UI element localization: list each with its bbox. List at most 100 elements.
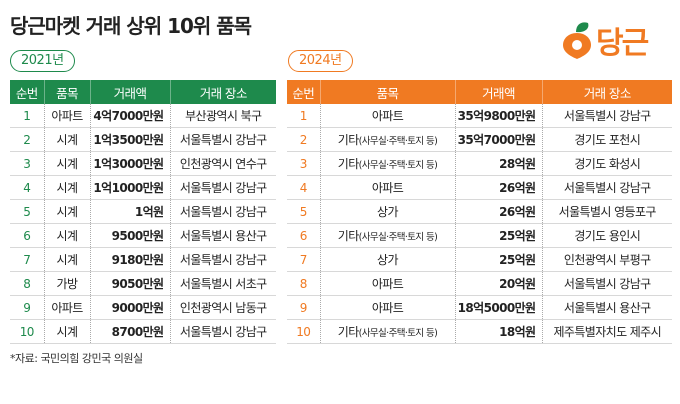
- cell-amount: 9180만원: [90, 247, 171, 272]
- table-row: 5 시계 1억원 서울특별시 강남구: [10, 199, 276, 224]
- cell-item: 가방: [44, 271, 91, 296]
- source-note: *자료: 국민의힘 강민국 의원실: [10, 352, 143, 365]
- cell-rank: 8: [287, 271, 321, 296]
- table-row: 9 아파트 9000만원 인천광역시 남동구: [10, 295, 276, 320]
- page-title: 당근마켓 거래 상위 10위 품목: [10, 14, 252, 38]
- cell-item: 상가: [320, 199, 456, 224]
- table-row: 3 시계 1억3000만원 인천광역시 연수구: [10, 151, 276, 176]
- cell-location: 서울특별시 강남구: [170, 175, 276, 200]
- carrot-logo: 당근: [562, 18, 649, 62]
- table-row: 1 아파트 4억7000만원 부산광역시 북구: [10, 104, 276, 128]
- cell-item: 아파트: [320, 271, 456, 296]
- cell-item: 기타(사무실·주택·토지 등): [320, 319, 456, 344]
- table-row: 9 아파트 18억5000만원 서울특별시 용산구: [287, 295, 672, 320]
- cell-item: 아파트: [320, 104, 456, 128]
- table-row: 7 시계 9180만원 서울특별시 강남구: [10, 247, 276, 272]
- cell-location: 경기도 화성시: [542, 151, 672, 176]
- header-item: 품목: [320, 80, 456, 104]
- table-row: 6 시계 9500만원 서울특별시 용산구: [10, 223, 276, 248]
- cell-amount: 20억원: [455, 271, 543, 296]
- cell-amount: 35억7000만원: [455, 127, 543, 152]
- cell-rank: 6: [10, 223, 45, 248]
- cell-location: 서울특별시 강남구: [542, 104, 672, 128]
- table-row: 2 기타(사무실·주택·토지 등) 35억7000만원 경기도 포천시: [287, 127, 672, 152]
- table-row: 3 기타(사무실·주택·토지 등) 28억원 경기도 화성시: [287, 151, 672, 176]
- cell-item: 상가: [320, 247, 456, 272]
- cell-item: 시계: [44, 199, 91, 224]
- cell-item: 시계: [44, 247, 91, 272]
- cell-amount: 4억7000만원: [90, 104, 171, 128]
- cell-item: 아파트: [44, 104, 91, 128]
- cell-location: 제주특별자치도 제주시: [542, 319, 672, 344]
- header-amount: 거래액: [455, 80, 543, 104]
- header-item: 품목: [44, 80, 91, 104]
- cell-location: 서울특별시 강남구: [170, 319, 276, 344]
- table-row: 10 시계 8700만원 서울특별시 강남구: [10, 319, 276, 344]
- cell-location: 서울특별시 용산구: [170, 223, 276, 248]
- cell-location: 서울특별시 용산구: [542, 295, 672, 320]
- cell-item: 기타(사무실·주택·토지 등): [320, 151, 456, 176]
- cell-amount: 1억3500만원: [90, 127, 171, 152]
- table-row: 6 기타(사무실·주택·토지 등) 25억원 경기도 용인시: [287, 223, 672, 248]
- header-rank: 순번: [287, 80, 321, 104]
- cell-rank: 1: [10, 104, 45, 128]
- cell-amount: 1억1000만원: [90, 175, 171, 200]
- cell-location: 서울특별시 강남구: [542, 271, 672, 296]
- cell-rank: 5: [10, 199, 45, 224]
- cell-item: 아파트: [320, 175, 456, 200]
- cell-rank: 2: [287, 127, 321, 152]
- cell-amount: 1억3000만원: [90, 151, 171, 176]
- cell-amount: 18억원: [455, 319, 543, 344]
- cell-rank: 1: [287, 104, 321, 128]
- cell-amount: 25억원: [455, 223, 543, 248]
- cell-location: 경기도 포천시: [542, 127, 672, 152]
- cell-item: 아파트: [320, 295, 456, 320]
- header-rank: 순번: [10, 80, 45, 104]
- cell-item: 기타(사무실·주택·토지 등): [320, 127, 456, 152]
- cell-item: 시계: [44, 175, 91, 200]
- cell-location: 인천광역시 연수구: [170, 151, 276, 176]
- cell-item: 시계: [44, 223, 91, 248]
- header-location: 거래 장소: [542, 80, 672, 104]
- cell-location: 서울특별시 영등포구: [542, 199, 672, 224]
- header-location: 거래 장소: [170, 80, 276, 104]
- cell-location: 서울특별시 강남구: [170, 199, 276, 224]
- cell-rank: 9: [287, 295, 321, 320]
- table-2021: 순번 품목 거래액 거래 장소 1 아파트 4억7000만원 부산광역시 북구 2 시계 1억350…: [10, 80, 276, 344]
- cell-location: 서울특별시 서초구: [170, 271, 276, 296]
- cell-item: 시계: [44, 127, 91, 152]
- cell-location: 서울특별시 강남구: [170, 247, 276, 272]
- header-amount: 거래액: [90, 80, 171, 104]
- cell-rank: 4: [287, 175, 321, 200]
- cell-location: 서울특별시 강남구: [542, 175, 672, 200]
- table-row: 5 상가 26억원 서울특별시 영등포구: [287, 199, 672, 224]
- cell-location: 경기도 용인시: [542, 223, 672, 248]
- cell-rank: 10: [10, 319, 45, 344]
- cell-rank: 10: [287, 319, 321, 344]
- cell-item: 아파트: [44, 295, 91, 320]
- year-badge-2021: 2021년: [10, 50, 75, 72]
- cell-location: 서울특별시 강남구: [170, 127, 276, 152]
- cell-rank: 6: [287, 223, 321, 248]
- cell-item: 시계: [44, 319, 91, 344]
- cell-amount: 8700만원: [90, 319, 171, 344]
- cell-rank: 5: [287, 199, 321, 224]
- cell-amount: 28억원: [455, 151, 543, 176]
- cell-amount: 26억원: [455, 175, 543, 200]
- logo-text: 당근: [596, 26, 649, 61]
- cell-amount: 9050만원: [90, 271, 171, 296]
- cell-location: 인천광역시 남동구: [170, 295, 276, 320]
- carrot-icon: [563, 22, 591, 59]
- table-row: 7 상가 25억원 인천광역시 부평구: [287, 247, 672, 272]
- cell-rank: 3: [10, 151, 45, 176]
- cell-rank: 9: [10, 295, 45, 320]
- table-row: 2 시계 1억3500만원 서울특별시 강남구: [10, 127, 276, 152]
- cell-amount: 25억원: [455, 247, 543, 272]
- table-row: 1 아파트 35억9800만원 서울특별시 강남구: [287, 104, 672, 128]
- cell-rank: 7: [287, 247, 321, 272]
- cell-rank: 2: [10, 127, 45, 152]
- table-row: 8 가방 9050만원 서울특별시 서초구: [10, 271, 276, 296]
- cell-item: 기타(사무실·주택·토지 등): [320, 223, 456, 248]
- cell-location: 인천광역시 부평구: [542, 247, 672, 272]
- table-row: 4 아파트 26억원 서울특별시 강남구: [287, 175, 672, 200]
